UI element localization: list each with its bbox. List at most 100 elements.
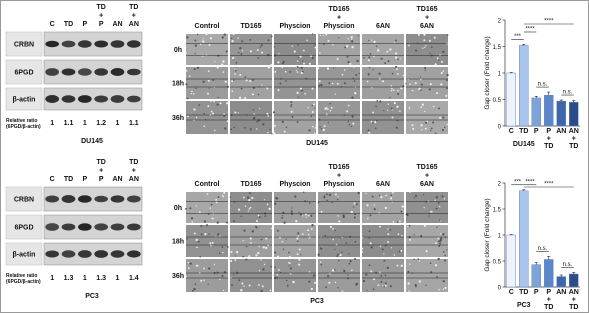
- blot-band: [94, 68, 109, 76]
- cell-dot: [338, 220, 341, 223]
- cell-dot: [440, 233, 442, 235]
- cell-dot: [425, 250, 428, 253]
- blot-band: [94, 40, 109, 48]
- cell-dot: [398, 250, 401, 253]
- cell-dot: [243, 229, 246, 232]
- cell-dot: [246, 246, 248, 248]
- cell-dot: [387, 233, 390, 236]
- cell-dot: [314, 127, 317, 129]
- scratch-image: [230, 33, 273, 66]
- cell-dot: [442, 70, 445, 72]
- cell-dot: [242, 196, 245, 199]
- y-tick-label: 1: [498, 71, 502, 77]
- cell-dot: [396, 264, 399, 267]
- image-bg: [318, 225, 360, 257]
- cell-dot: [308, 202, 311, 204]
- cell-dot: [244, 126, 246, 129]
- cell-dot: [380, 57, 383, 60]
- blot-band: [110, 250, 125, 258]
- condition-label: TD165: [240, 181, 261, 188]
- ratio-sublabel: (6PGD/β-actin): [6, 279, 41, 285]
- cell-dot: [217, 196, 220, 198]
- cell-dot: [236, 250, 239, 254]
- blot-band: [94, 195, 109, 203]
- y-axis-label: Gap closer (Fold change): [484, 36, 491, 109]
- cell-dot: [222, 251, 224, 254]
- cell-dot: [248, 208, 251, 210]
- cell-dot: [430, 129, 432, 132]
- lane-label: TD + P: [96, 159, 105, 183]
- cell-dot: [389, 96, 391, 99]
- cell-dot: [368, 56, 371, 59]
- cell-dot: [351, 269, 353, 271]
- scratch-image: [406, 33, 449, 66]
- ratio-value: 1.2: [96, 120, 106, 127]
- ratio-value: 1: [83, 275, 87, 282]
- image-bg: [274, 34, 316, 65]
- cell-dot: [372, 288, 375, 291]
- cell-dot: [257, 214, 260, 217]
- significance-label: ****: [525, 179, 535, 185]
- cell-dot: [310, 228, 313, 230]
- cell-dot: [198, 104, 201, 106]
- cell-dot: [341, 290, 344, 292]
- y-tick-label: 1: [498, 233, 502, 239]
- bar: [531, 264, 541, 288]
- ratio-value: 1: [50, 120, 54, 127]
- cell-dot: [339, 254, 342, 257]
- x-tick-label: C: [509, 289, 514, 296]
- cell-dot: [256, 128, 258, 130]
- cell-dot: [193, 232, 196, 235]
- cell-dot: [207, 105, 210, 108]
- cell-dot: [259, 46, 262, 48]
- cell-dot: [281, 62, 284, 65]
- blot-label-box: [5, 59, 43, 85]
- cell-dot: [314, 281, 317, 284]
- blot-band: [61, 195, 76, 203]
- cell-dot: [311, 104, 314, 107]
- cell-dot: [446, 79, 448, 82]
- cell-dot: [423, 33, 426, 36]
- cell-dot: [444, 259, 447, 262]
- cell-dot: [195, 116, 198, 119]
- image-bg: [230, 34, 272, 65]
- blot-box: [43, 31, 143, 57]
- image-bg: [230, 259, 272, 292]
- blot-band: [45, 40, 60, 48]
- cell-dot: [269, 128, 271, 131]
- cell-dot: [223, 33, 226, 36]
- cell-dot: [298, 211, 300, 214]
- cell-dot: [349, 62, 352, 65]
- cell-dot: [389, 285, 392, 288]
- cell-dot: [412, 127, 415, 130]
- cell-dot: [334, 93, 336, 95]
- cell-dot: [328, 82, 331, 85]
- cell-dot: [241, 282, 244, 285]
- cell-dot: [249, 237, 252, 240]
- cell-dot: [198, 211, 201, 214]
- cell-dot: [295, 69, 297, 71]
- cell-dot: [317, 253, 320, 256]
- cell-dot: [193, 68, 196, 71]
- significance-label: n.s.: [538, 246, 548, 252]
- cell-dot: [323, 196, 326, 199]
- image-bg: [274, 225, 316, 257]
- ratio-sublabel: (6PGD/β-actin): [6, 124, 41, 130]
- cell-dot: [369, 242, 372, 245]
- cell-dot: [311, 110, 314, 113]
- cell-dot: [252, 117, 256, 120]
- image-bg: [362, 259, 404, 292]
- cell-line-label: PC3: [85, 293, 99, 300]
- cell-dot: [312, 125, 314, 128]
- cell-dot: [192, 93, 195, 95]
- scratch-image: [317, 66, 360, 99]
- blot-band: [45, 223, 60, 231]
- cell-dot: [233, 126, 236, 129]
- cell-dot: [369, 53, 372, 55]
- cell-dot: [255, 254, 258, 257]
- cell-dot: [361, 250, 364, 253]
- cell-dot: [297, 43, 299, 46]
- cell-dot: [239, 73, 242, 76]
- cell-dot: [341, 73, 344, 76]
- cell-dot: [307, 107, 309, 109]
